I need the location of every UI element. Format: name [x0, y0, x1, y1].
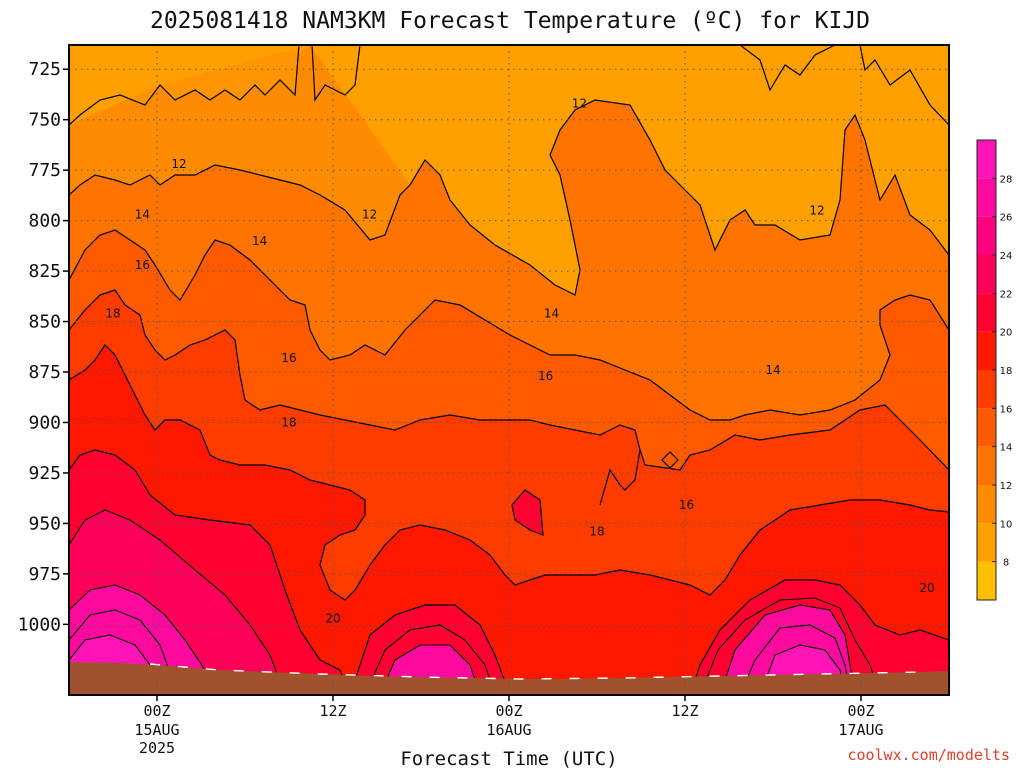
contour-label-14: 14 — [135, 208, 150, 222]
contour-label-12: 12 — [572, 97, 587, 111]
colorbar-segment — [977, 216, 996, 255]
chart-title: 2025081418 NAM3KM Forecast Temperature (… — [150, 8, 870, 34]
contour-label-14: 14 — [765, 363, 780, 377]
contour-label-18: 18 — [105, 306, 120, 320]
colorbar-tick-label: 10 — [1000, 519, 1013, 530]
x-tick-label: 12Z — [671, 702, 698, 720]
colorbar-segment — [977, 446, 996, 485]
y-tick-label: 925 — [28, 463, 61, 484]
isotherm-18-loop-line — [599, 449, 679, 506]
temp-fill-6-10-mid — [69, 45, 949, 295]
y-tick-label: 875 — [28, 362, 61, 383]
y-tick-label: 725 — [28, 59, 61, 80]
x-axis-label: Forecast Time (UTC) — [400, 748, 617, 768]
colorbar-tick-label: 16 — [1000, 404, 1013, 415]
y-tick-label: 825 — [28, 261, 61, 282]
colorbar-segment — [977, 293, 996, 332]
y-axis-ticks: 725 750 775 800 825 850 875 900 925 950 975 1000 — [18, 59, 69, 635]
isotherm-16-line — [69, 289, 949, 471]
colorbar-tick-label: 20 — [1000, 328, 1013, 339]
contour-label-20: 20 — [919, 581, 934, 595]
isotherm-14-line — [69, 229, 949, 421]
y-tick-label: 775 — [28, 160, 61, 181]
colorbar-segment — [977, 370, 996, 409]
isotherm-24-line — [69, 584, 856, 695]
contour-label-16: 16 — [679, 498, 694, 512]
isotherm-12-line — [69, 99, 949, 296]
credit-link[interactable]: coolwx.com/modelts — [847, 746, 1010, 764]
colorbar-tick-label: 22 — [1000, 289, 1013, 300]
y-tick-label: 750 — [28, 110, 61, 131]
y-tick-label: 1000 — [18, 614, 61, 635]
x-tick-label: 00Z — [143, 702, 170, 720]
colorbar-tick-label: 18 — [1000, 366, 1013, 377]
colorbar-segment — [977, 178, 996, 217]
colorbar: 8 10 12 14 16 18 20 22 24 26 28 — [976, 139, 1013, 601]
colorbar-segment — [977, 331, 996, 370]
terrain-below-ground — [69, 662, 949, 695]
x-tick-year-label: 2025 — [139, 739, 175, 757]
colorbar-tick-label: 26 — [1000, 213, 1013, 224]
contour-label-16: 16 — [135, 258, 150, 272]
isotherm-12-upper-line — [69, 45, 949, 126]
contour-label-16: 16 — [538, 369, 553, 383]
contour-label-12: 12 — [171, 157, 186, 171]
contour-label-20: 20 — [325, 611, 340, 625]
contour-label-14: 14 — [544, 306, 559, 320]
temp-fill-warm-pocket — [512, 490, 543, 535]
x-tick-label: 00Z — [495, 702, 522, 720]
temp-fill-cool-pocket — [843, 306, 870, 328]
isotherm-22-line — [69, 509, 881, 695]
x-tick-label: 00Z — [847, 702, 874, 720]
colorbar-segment — [977, 523, 996, 562]
x-tick-label: 12Z — [319, 702, 346, 720]
contour-label-12: 12 — [809, 204, 824, 218]
y-tick-label: 800 — [28, 211, 61, 232]
colorbar-tick-label: 24 — [1000, 251, 1013, 262]
colorbar-segment — [977, 561, 996, 600]
colorbar-segment — [977, 140, 996, 179]
isotherm-18-line — [69, 344, 949, 601]
isotherm-20-line — [69, 449, 949, 695]
contour-label-16: 16 — [281, 351, 296, 365]
x-tick-date-label: 17AUG — [838, 721, 883, 739]
colorbar-tick-label: 14 — [1000, 443, 1013, 454]
x-tick-date-label: 16AUG — [486, 721, 531, 739]
plot-area — [69, 45, 949, 695]
grid-lines — [69, 45, 949, 695]
contour-label-14: 14 — [252, 234, 267, 248]
y-tick-label: 850 — [28, 312, 61, 333]
colorbar-segment — [977, 255, 996, 294]
isotherm-26-line — [69, 609, 851, 695]
colorbar-tick-label: 12 — [1000, 481, 1013, 492]
contour-label-12: 12 — [362, 208, 377, 222]
contour-labels: 12 12 12 12 14 14 14 14 16 16 16 16 18 18 18 20 20 — [105, 97, 934, 626]
y-tick-label: 975 — [28, 564, 61, 585]
contour-label-18: 18 — [589, 524, 604, 538]
colorbar-segment — [977, 408, 996, 447]
colorbar-segment — [977, 485, 996, 524]
colorbar-tick-label: 28 — [1000, 174, 1013, 185]
terrain-edge-line — [149, 663, 921, 680]
y-tick-label: 950 — [28, 513, 61, 534]
y-tick-label: 900 — [28, 412, 61, 433]
colorbar-tick-label: 8 — [1003, 558, 1009, 569]
x-tick-date-label: 15AUG — [134, 721, 179, 739]
contour-label-18: 18 — [281, 415, 296, 429]
